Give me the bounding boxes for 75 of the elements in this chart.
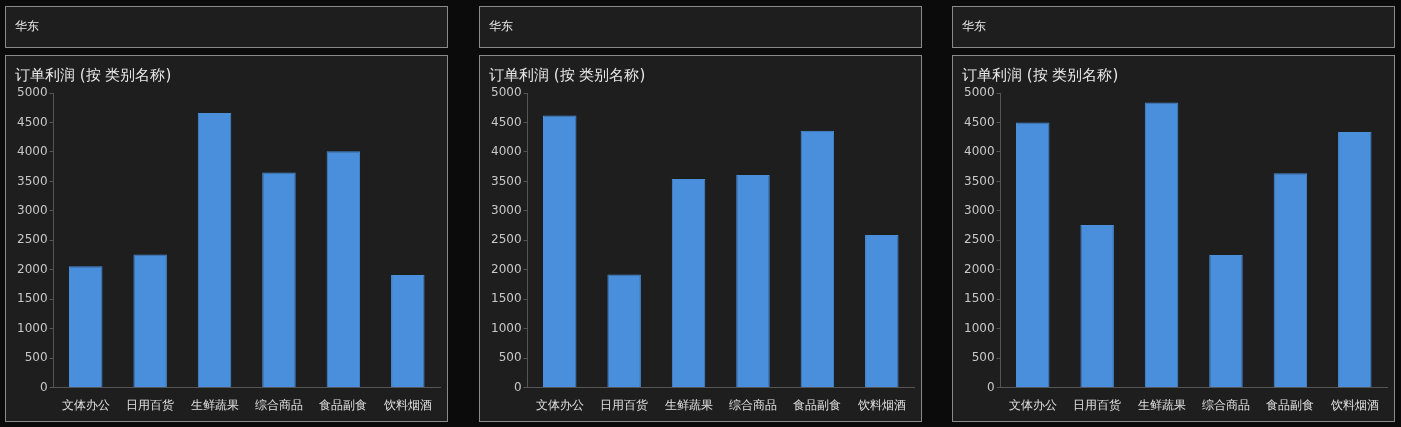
x-tick-label: 综合商品 bbox=[254, 397, 303, 412]
bar bbox=[1209, 255, 1243, 388]
bar bbox=[262, 172, 296, 388]
bar bbox=[197, 113, 232, 388]
y-tick-label: 2000 bbox=[490, 261, 522, 276]
y-tick-label: 0 bbox=[986, 379, 995, 394]
x-tick-label: 生鲜蔬果 bbox=[1137, 397, 1186, 412]
y-tick-label: 3500 bbox=[16, 173, 48, 188]
chart-title: 订单利润 (按 类别名称) bbox=[15, 65, 172, 84]
y-tick-label: 4500 bbox=[490, 114, 522, 129]
chart-subtitle: 华东 bbox=[479, 6, 922, 48]
bar bbox=[736, 174, 770, 388]
y-tick-label: 500 bbox=[971, 350, 995, 365]
bar bbox=[1144, 102, 1179, 388]
bar bbox=[1080, 224, 1114, 388]
bar bbox=[326, 151, 361, 388]
y-tick-label: 3000 bbox=[963, 202, 995, 217]
y-tick-label: 3500 bbox=[963, 173, 995, 188]
y-tick-label: 1000 bbox=[490, 320, 522, 335]
x-tick-label: 综合商品 bbox=[1201, 397, 1250, 412]
bar bbox=[1016, 122, 1050, 388]
y-tick-label: 4000 bbox=[16, 144, 48, 159]
y-tick-label: 0 bbox=[39, 379, 48, 394]
y-tick-label: 1000 bbox=[16, 320, 48, 335]
y-tick-label: 2000 bbox=[16, 261, 48, 276]
x-tick-label: 综合商品 bbox=[728, 397, 777, 412]
chart-subtitle: 华东 bbox=[952, 6, 1395, 48]
x-tick-label: 日用百货 bbox=[600, 397, 649, 412]
y-tick-label: 3000 bbox=[16, 202, 48, 217]
bar bbox=[800, 130, 835, 388]
y-tick-label: 5000 bbox=[16, 85, 48, 100]
chart-title: 订单利润 (按 类别名称) bbox=[489, 65, 646, 84]
y-tick-label: 2500 bbox=[16, 232, 48, 247]
bar bbox=[1338, 131, 1372, 388]
chart-subtitle: 华东 bbox=[5, 6, 448, 48]
y-tick-label: 2500 bbox=[490, 232, 522, 247]
y-tick-label: 2500 bbox=[963, 232, 995, 247]
y-tick-label: 4500 bbox=[963, 114, 995, 129]
x-tick-label: 生鲜蔬果 bbox=[664, 397, 713, 412]
bar bbox=[543, 115, 577, 388]
y-tick-label: 1500 bbox=[963, 291, 995, 306]
bar bbox=[607, 274, 641, 388]
y-tick-label: 4000 bbox=[490, 144, 522, 159]
chart-title: 订单利润 (按 类别名称) bbox=[962, 65, 1119, 84]
x-tick-label: 食品副食 bbox=[319, 397, 368, 412]
y-tick-label: 5000 bbox=[490, 85, 522, 100]
y-tick-label: 3500 bbox=[490, 173, 522, 188]
y-tick-label: 3000 bbox=[490, 202, 522, 217]
y-tick-label: 0 bbox=[513, 379, 522, 394]
y-tick-label: 4500 bbox=[16, 114, 48, 129]
bar bbox=[865, 235, 899, 388]
y-tick-label: 1500 bbox=[490, 291, 522, 306]
y-tick-label: 5000 bbox=[963, 85, 995, 100]
x-tick-label: 文体办公 bbox=[1008, 397, 1057, 412]
x-tick-label: 饮料烟酒 bbox=[856, 397, 906, 412]
y-tick-label: 500 bbox=[24, 350, 48, 365]
bar bbox=[133, 254, 167, 388]
y-tick-label: 1000 bbox=[963, 320, 995, 335]
y-tick-label: 4000 bbox=[963, 144, 995, 159]
x-tick-label: 生鲜蔬果 bbox=[190, 397, 239, 412]
x-tick-label: 日用百货 bbox=[1073, 397, 1122, 412]
x-tick-label: 食品副食 bbox=[1266, 397, 1315, 412]
y-tick-label: 1500 bbox=[16, 291, 48, 306]
x-tick-label: 文体办公 bbox=[535, 397, 584, 412]
bar bbox=[391, 275, 425, 388]
x-tick-label: 饮料烟酒 bbox=[382, 397, 432, 412]
x-tick-label: 食品副食 bbox=[793, 397, 842, 412]
bar bbox=[671, 179, 706, 388]
x-tick-label: 饮料烟酒 bbox=[1329, 397, 1379, 412]
y-tick-label: 2000 bbox=[963, 261, 995, 276]
bar bbox=[69, 266, 103, 388]
bar bbox=[1273, 173, 1308, 388]
x-tick-label: 日用百货 bbox=[126, 397, 175, 412]
y-tick-label: 500 bbox=[498, 350, 522, 365]
x-tick-label: 文体办公 bbox=[61, 397, 110, 412]
